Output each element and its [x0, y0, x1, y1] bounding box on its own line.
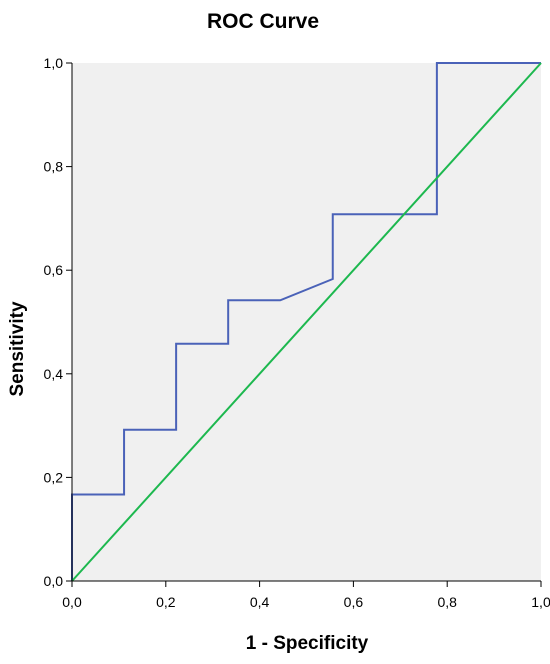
- y-axis-label: Sensitivity: [7, 301, 28, 396]
- y-axis-ticks: 0,0 0,2 0,4 0,6 0,8 1,0: [44, 55, 72, 589]
- y-tick-label: 0,2: [44, 469, 64, 485]
- reference-line: [71, 62, 542, 582]
- x-axis-label: 1 - Specificity: [246, 633, 369, 654]
- x-tick-label: 0,2: [156, 594, 176, 610]
- x-tick-label: 0,4: [250, 594, 270, 610]
- y-tick-label: 1,0: [44, 55, 64, 71]
- y-tick-label: 0,0: [44, 573, 64, 589]
- x-tick-label: 0,8: [437, 594, 457, 610]
- series-layer: [71, 62, 542, 582]
- x-tick-label: 1,0: [531, 594, 550, 610]
- y-tick-label: 0,6: [44, 262, 64, 278]
- x-tick-label: 0,6: [344, 594, 364, 610]
- y-tick-label: 0,4: [44, 366, 64, 382]
- y-tick-label: 0,8: [44, 159, 64, 175]
- roc-curve-line: [71, 62, 541, 581]
- chart-title: ROC Curve: [207, 10, 319, 33]
- x-tick-label: 0,0: [62, 594, 82, 610]
- x-axis-ticks: 0,0 0,2 0,4 0,6 0,8 1,0: [62, 581, 550, 610]
